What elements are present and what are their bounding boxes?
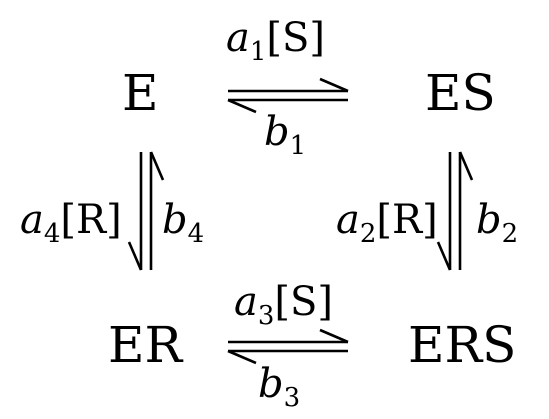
rate-a4-subscript: 4 — [43, 219, 61, 249]
node-es: ES — [425, 64, 496, 122]
rate-label-b3: b3 — [258, 361, 300, 411]
rate-label-b2: b2 — [476, 197, 518, 247]
rate-a1-subscript: 1 — [249, 37, 267, 67]
rate-a2-concentration: [R] — [376, 197, 438, 243]
rate-b2-symbol: b — [476, 197, 502, 243]
rate-a1-symbol: a — [226, 15, 250, 61]
node-e: E — [122, 64, 159, 122]
rate-a3-symbol: a — [234, 279, 258, 325]
rate-b3-symbol: b — [258, 361, 284, 407]
arrow-es-to-e — [227, 98, 348, 114]
rate-label-a1: a1[S] — [226, 15, 326, 65]
rate-b1-symbol: b — [264, 109, 290, 155]
rate-label-a4: a4[R] — [20, 197, 122, 247]
arrow-es-to-ers — [436, 152, 452, 271]
rate-a4-symbol: a — [20, 197, 44, 243]
rate-a3-concentration: [S] — [274, 279, 334, 325]
rate-a2-symbol: a — [336, 197, 360, 243]
arrow-er-to-e — [149, 151, 165, 270]
arrow-e-to-er — [127, 152, 143, 271]
rate-b4-symbol: b — [162, 197, 188, 243]
rate-a4-concentration: [R] — [60, 197, 122, 243]
arrow-e-to-es — [228, 77, 349, 93]
rate-b1-subscript: 1 — [289, 131, 307, 161]
rate-a3-subscript: 3 — [257, 301, 275, 331]
rate-a1-concentration: [S] — [266, 15, 326, 61]
arrow-ers-to-es — [458, 151, 474, 270]
rate-label-b4: b4 — [162, 197, 204, 247]
rate-b2-subscript: 2 — [501, 219, 519, 249]
rate-label-a3: a3[S] — [234, 279, 334, 329]
rate-b3-subscript: 3 — [283, 383, 301, 413]
arrow-ers-to-er — [227, 349, 348, 365]
node-er: ER — [108, 316, 183, 374]
rate-b4-subscript: 4 — [187, 219, 205, 249]
rate-label-a2: a2[R] — [336, 197, 438, 247]
node-ers: ERS — [408, 316, 517, 374]
arrow-er-to-ers — [228, 328, 349, 344]
rate-a2-subscript: 2 — [359, 219, 377, 249]
rate-label-b1: b1 — [264, 109, 306, 159]
